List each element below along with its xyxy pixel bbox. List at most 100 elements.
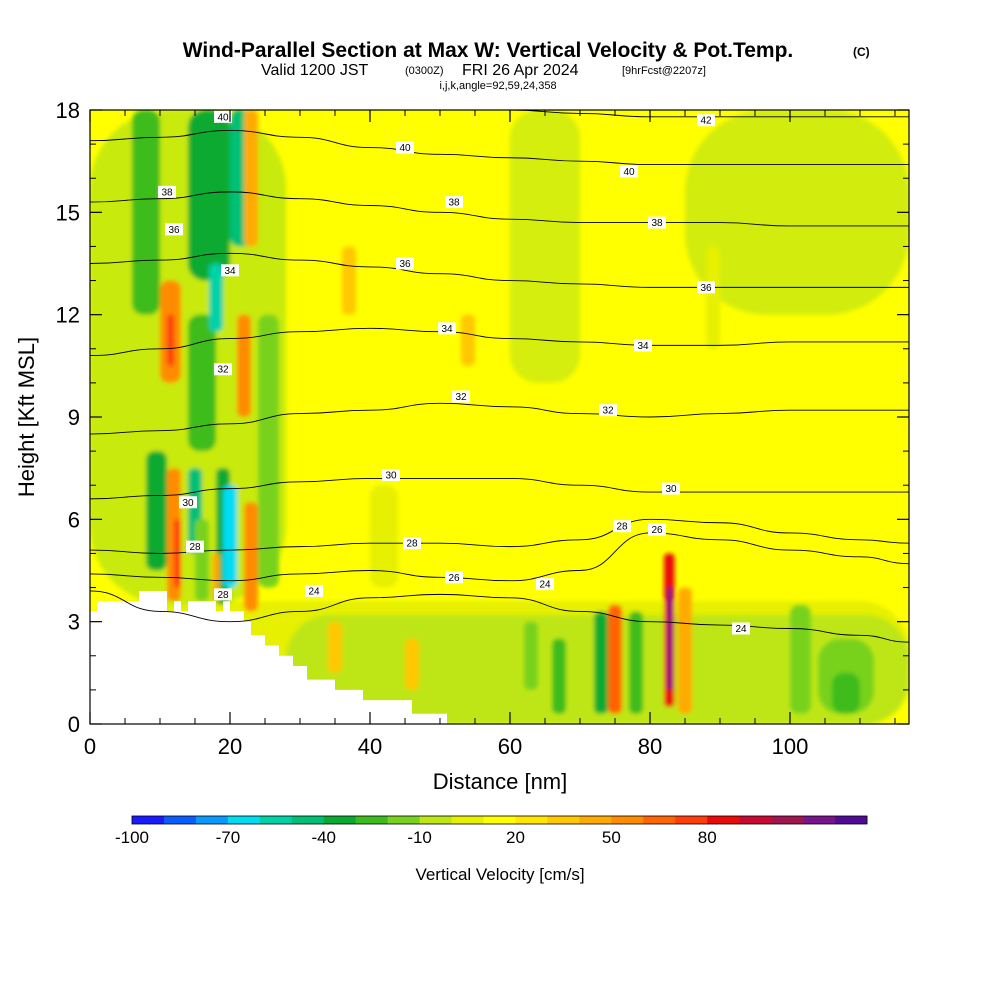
contour-label-38: 38 <box>445 196 463 209</box>
x-tick-label: 0 <box>84 734 96 759</box>
velocity-cell <box>258 314 279 588</box>
svg-text:26: 26 <box>448 573 460 584</box>
y-tick-label: 9 <box>68 405 80 430</box>
colorbar-swatch <box>675 816 708 824</box>
velocity-cell <box>608 604 622 714</box>
contour-label-24: 24 <box>305 584 323 597</box>
velocity-cell <box>594 611 608 714</box>
svg-text:38: 38 <box>448 198 460 209</box>
theta-contour-24 <box>90 590 909 643</box>
colorbar-swatch <box>739 816 772 824</box>
colorbar-tick-label: 50 <box>602 828 621 847</box>
contour-label-32: 32 <box>599 404 617 417</box>
svg-text:34: 34 <box>441 324 453 335</box>
svg-text:40: 40 <box>217 112 229 123</box>
colorbar-swatch <box>195 816 229 824</box>
contour-label-34: 34 <box>634 339 652 352</box>
velocity-cell <box>832 672 860 714</box>
velocity-cell <box>342 246 356 315</box>
velocity-cell <box>328 621 342 673</box>
colorbar-swatch <box>835 816 868 824</box>
colorbar-swatch <box>163 816 197 824</box>
velocity-cell <box>188 314 216 452</box>
chart-subtitle: Valid 1200 JST (0300Z) FRI 26 Apr 2024 [… <box>261 62 706 79</box>
svg-text:(0300Z): (0300Z) <box>405 65 444 77</box>
contour-label-32: 32 <box>452 390 470 403</box>
colorbar-swatch <box>515 816 548 824</box>
terrain-mask <box>90 590 447 724</box>
svg-text:28: 28 <box>189 542 201 553</box>
contour-label-24: 24 <box>536 578 554 591</box>
y-tick-label: 18 <box>56 98 80 123</box>
contour-label-30: 30 <box>382 468 400 481</box>
svg-text:30: 30 <box>665 484 677 495</box>
svg-text:24: 24 <box>539 580 551 591</box>
velocity-cell <box>370 485 398 588</box>
contour-label-26: 26 <box>445 571 463 584</box>
x-tick-label: 100 <box>772 734 809 759</box>
colorbar-swatch <box>611 816 644 824</box>
velocity-field <box>90 110 909 724</box>
velocity-cell <box>209 263 223 332</box>
contour-label-34: 34 <box>438 322 456 335</box>
svg-text:40: 40 <box>623 167 635 178</box>
svg-text:Valid 1200 JST: Valid 1200 JST <box>261 62 369 79</box>
velocity-cell <box>461 314 475 366</box>
colorbar-swatch <box>227 816 261 824</box>
velocity-cell <box>237 314 251 417</box>
y-tick-label: 3 <box>68 610 80 635</box>
theta-contour-36 <box>90 252 909 288</box>
colorbar-swatch <box>387 816 420 824</box>
contour-label-38: 38 <box>648 216 666 229</box>
colorbar-swatch <box>547 816 580 824</box>
velocity-cell <box>167 314 174 366</box>
x-tick-label: 40 <box>358 734 382 759</box>
velocity-cell <box>667 587 673 690</box>
contour-label-40: 40 <box>214 110 232 123</box>
svg-text:34: 34 <box>637 341 649 352</box>
theta-contour-38 <box>90 191 909 227</box>
y-tick-label: 6 <box>68 507 80 532</box>
velocity-cell <box>685 110 909 315</box>
contour-label-28: 28 <box>613 520 631 533</box>
svg-text:26: 26 <box>651 525 663 536</box>
theta-contour-26 <box>90 532 909 582</box>
svg-text:32: 32 <box>455 392 467 403</box>
svg-text:38: 38 <box>651 218 663 229</box>
contour-label-24: 24 <box>732 622 750 635</box>
contour-label-30: 30 <box>179 496 197 509</box>
contour-label-40: 40 <box>620 165 638 178</box>
colorbar-tick-label: -100 <box>115 828 149 847</box>
colorbar-swatch <box>355 816 388 824</box>
svg-text:42: 42 <box>700 116 712 127</box>
velocity-cell <box>524 621 538 690</box>
velocity-cell <box>790 604 811 714</box>
svg-text:38: 38 <box>161 187 173 198</box>
colorbar-swatch <box>259 816 293 824</box>
velocity-cell <box>223 485 237 588</box>
x-tick-label: 60 <box>498 734 522 759</box>
contour-label-32: 32 <box>214 363 232 376</box>
colorbar-tick-label: 80 <box>698 828 717 847</box>
svg-text:40: 40 <box>399 143 411 154</box>
colorbar: -100 -70 -40 -10 20 50 80 <box>115 815 868 847</box>
theta-contour-40 <box>90 130 909 166</box>
colorbar-tick-label: -10 <box>407 828 432 847</box>
plot-area: 24 24 24 26 26 28 28 28 28 30 30 30 32 32 32 34 34 34 36 36… <box>90 110 909 724</box>
index-line: i,j,k,angle=92,59,24,358 <box>439 80 556 92</box>
svg-text:30: 30 <box>182 498 194 509</box>
x-tick-label: 80 <box>638 734 662 759</box>
contour-label-34: 34 <box>221 264 239 277</box>
copyright-mark: (C) <box>853 45 870 59</box>
colorbar-swatch <box>323 816 356 824</box>
velocity-cell <box>146 451 167 571</box>
y-tick-label: 0 <box>68 712 80 737</box>
colorbar-swatch <box>451 816 484 824</box>
y-axis-title: Height [Kft MSL] <box>14 337 39 497</box>
velocity-cell <box>629 611 643 714</box>
theta-contour-30 <box>90 477 909 500</box>
velocity-cell <box>405 638 419 690</box>
theta-contour-32 <box>90 402 909 435</box>
